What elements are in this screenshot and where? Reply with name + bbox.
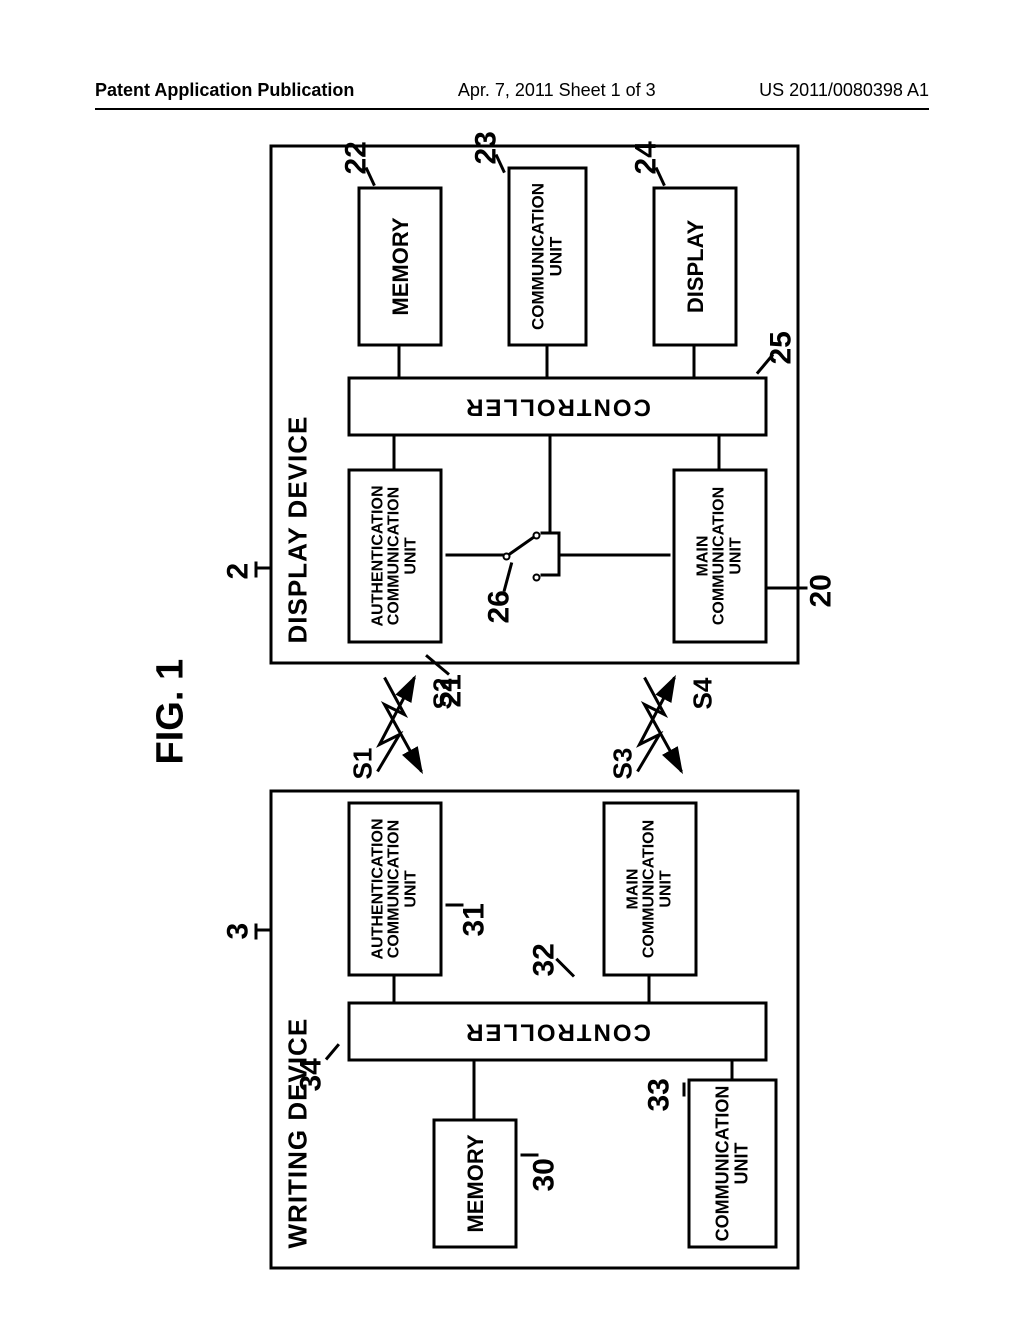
wr-auth-block: AUTHENTICATIONCOMMUNICATIONUNIT [348, 802, 443, 977]
display-device-title: DISPLAY DEVICE [283, 416, 314, 644]
sig-s1: S1 [348, 748, 379, 780]
wr-commu-label: COMMUNICATIONUNIT [714, 1086, 752, 1242]
dd-switch-ref: 26 [483, 590, 517, 623]
wr-controller-block: CONTROLLER [348, 1002, 768, 1062]
display-device-ref: 2 [222, 563, 256, 580]
writing-device-ref: 3 [222, 923, 256, 940]
display-device-box: DISPLAY DEVICE AUTHENTICATIONCOMMUNICATI… [270, 145, 800, 665]
wr-auth-ref: 31 [458, 903, 492, 936]
wr-main-label: MAINCOMMUNICATIONUNIT [625, 820, 675, 958]
header-rule [95, 108, 929, 110]
sig-s4: S4 [688, 678, 719, 710]
page-header: Patent Application Publication Apr. 7, 2… [95, 80, 929, 101]
dd-subcomm-label: COMMUNICATIONUNIT [530, 183, 566, 330]
wr-commu-block: COMMUNICATIONUNIT [688, 1079, 778, 1249]
dd-main-ref: 20 [805, 574, 839, 607]
dd-memory-label: MEMORY [388, 217, 411, 315]
sig-s3: S3 [608, 748, 639, 780]
wr-commu-ref: 33 [643, 1078, 677, 1111]
header-left: Patent Application Publication [95, 80, 354, 101]
header-right: US 2011/0080398 A1 [759, 80, 929, 101]
dd-main-label: MAINCOMMUNICATIONUNIT [695, 487, 745, 625]
wr-memory-block: MEMORY [433, 1119, 518, 1249]
sig-s2: S2 [428, 678, 459, 710]
wr-memory-ref: 30 [528, 1158, 562, 1191]
dd-auth-block: AUTHENTICATIONCOMMUNICATIONUNIT [348, 469, 443, 644]
figure: FIG. 1 WRITING DEVICE MEMORY COMMUNICATI… [0, 323, 1024, 1088]
dd-controller-label: CONTROLLER [464, 393, 651, 421]
writing-device-title: WRITING DEVICE [283, 1018, 314, 1249]
dd-controller-block: CONTROLLER [348, 377, 768, 437]
wr-main-block: MAINCOMMUNICATIONUNIT [603, 802, 698, 977]
wr-controller-label: CONTROLLER [464, 1018, 651, 1046]
wr-controller-ref: 34 [295, 1058, 329, 1091]
wr-auth-label: AUTHENTICATIONCOMMUNICATIONUNIT [370, 818, 420, 959]
header-center: Apr. 7, 2011 Sheet 1 of 3 [458, 80, 656, 101]
dd-display-label: DISPLAY [683, 220, 706, 313]
dd-subcomm-block: COMMUNICATIONUNIT [508, 167, 588, 347]
writing-device-box: WRITING DEVICE MEMORY COMMUNICATIONUNIT … [270, 790, 800, 1270]
dd-main-block: MAINCOMMUNICATIONUNIT [673, 469, 768, 644]
wr-memory-label: MEMORY [463, 1134, 486, 1232]
figure-label: FIG. 1 [150, 659, 193, 765]
dd-memory-block: MEMORY [358, 187, 443, 347]
dd-display-block: DISPLAY [653, 187, 738, 347]
dd-auth-label: AUTHENTICATIONCOMMUNICATIONUNIT [370, 485, 420, 626]
